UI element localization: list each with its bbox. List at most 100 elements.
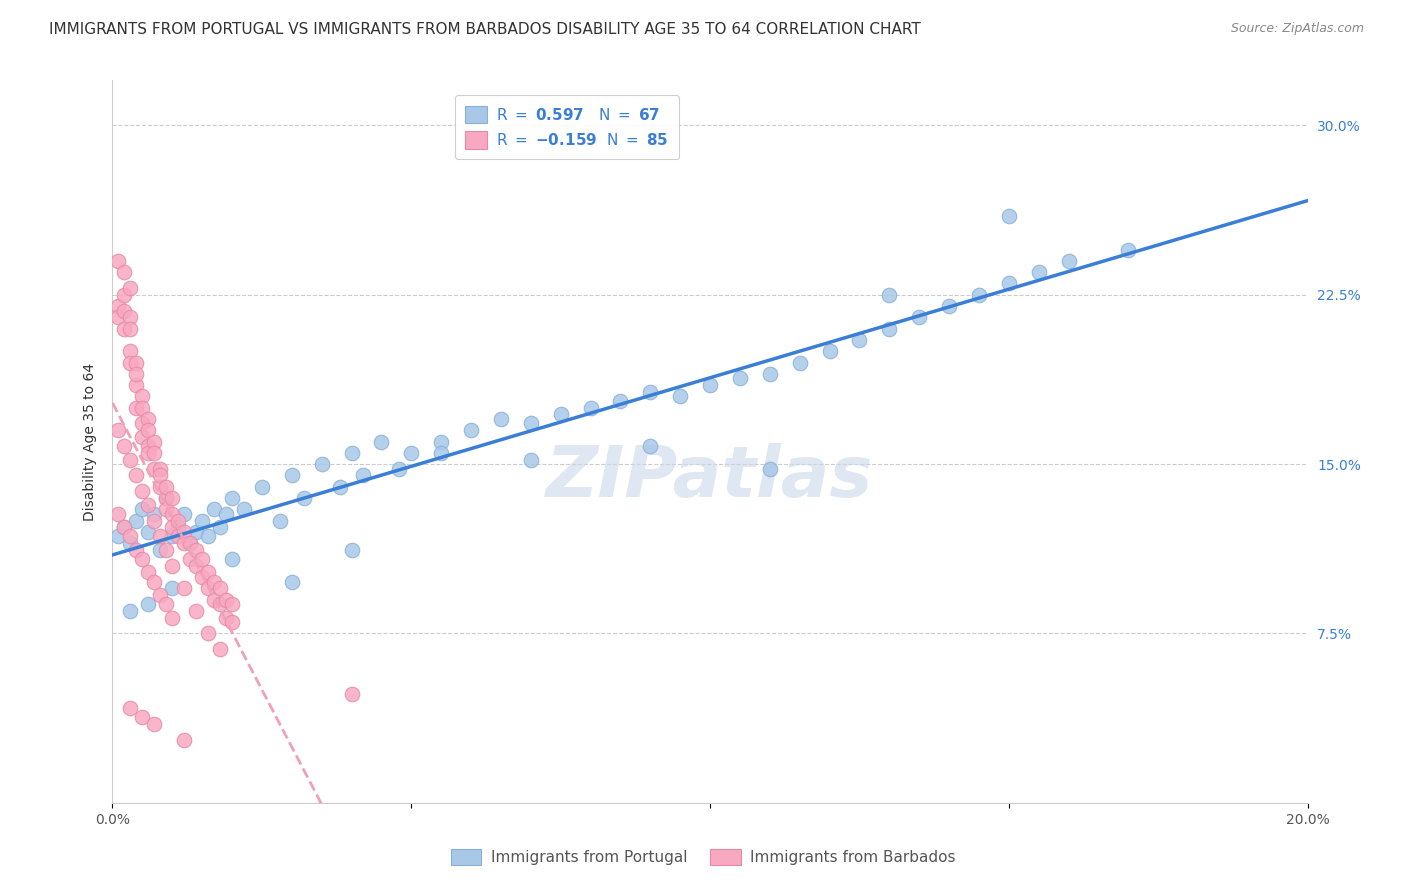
Point [759,461,782,475]
Point [125,367,148,381]
Point [759,367,782,381]
Point [120,281,142,295]
Point [131,401,153,415]
Point [131,389,153,403]
Point [221,597,243,611]
Point [138,498,160,512]
Point [186,604,208,618]
Point [143,574,166,589]
Point [340,446,363,460]
Point [640,384,662,399]
Point [138,412,160,426]
Point [430,434,453,449]
Point [138,446,160,460]
Point [114,265,135,279]
Text: ZIPatlas: ZIPatlas [547,443,873,512]
Point [125,514,148,528]
Point [162,520,183,534]
Point [520,417,543,431]
Point [131,710,153,724]
Point [107,253,129,268]
Point [191,552,214,566]
Point [125,542,148,557]
Point [114,439,135,453]
Point [149,468,172,483]
Point [120,344,142,359]
Point [120,310,142,325]
Point [114,520,135,534]
Point [818,344,841,359]
Y-axis label: Disability Age 35 to 64: Disability Age 35 to 64 [83,362,97,521]
Point [173,507,195,521]
Point [107,299,129,313]
Point [311,457,333,471]
Point [221,491,243,505]
Point [998,209,1021,223]
Point [155,542,177,557]
Point [138,439,160,453]
Point [640,439,662,453]
Point [114,287,135,301]
Point [120,701,142,715]
Point [370,434,392,449]
Point [125,378,148,392]
Point [131,417,153,431]
Point [197,626,219,640]
Point [162,558,183,573]
Point [215,507,238,521]
Point [202,574,225,589]
Point [489,412,512,426]
Point [155,502,177,516]
Point [143,507,166,521]
Point [430,446,453,460]
Point [215,592,238,607]
Point [340,687,363,701]
Point [131,484,153,499]
Point [1057,253,1080,268]
Point [149,529,172,543]
Point [579,401,602,415]
Point [107,310,129,325]
Point [173,582,195,596]
Point [138,597,160,611]
Point [131,502,153,516]
Point [197,566,219,580]
Point [143,514,166,528]
Point [107,423,129,437]
Point [155,491,177,505]
Point [149,461,172,475]
Point [609,393,631,408]
Point [143,716,166,731]
Point [250,480,273,494]
Point [120,355,142,369]
Point [125,355,148,369]
Point [197,582,219,596]
Point [879,321,901,335]
Point [167,529,190,543]
Point [162,529,183,543]
Point [138,524,160,539]
Legend: $\mathregular{R\ =\ }$$\mathbf{0.597}$$\mathregular{\ \ \ N\ =\ }$$\mathbf{67}$,: $\mathregular{R\ =\ }$$\mathbf{0.597}$$\… [454,95,679,160]
Point [215,610,238,624]
Point [138,423,160,437]
Point [281,574,304,589]
Point [155,480,177,494]
Point [149,480,172,494]
Text: Source: ZipAtlas.com: Source: ZipAtlas.com [1230,22,1364,36]
Point [233,502,256,516]
Point [173,524,195,539]
Point [138,566,160,580]
Point [155,597,177,611]
Point [114,321,135,335]
Point [550,408,572,422]
Point [167,520,190,534]
Point [197,529,219,543]
Point [202,502,225,516]
Point [209,642,232,657]
Point [998,277,1021,291]
Point [131,430,153,444]
Point [728,371,751,385]
Point [209,520,232,534]
Point [209,597,232,611]
Point [179,536,201,550]
